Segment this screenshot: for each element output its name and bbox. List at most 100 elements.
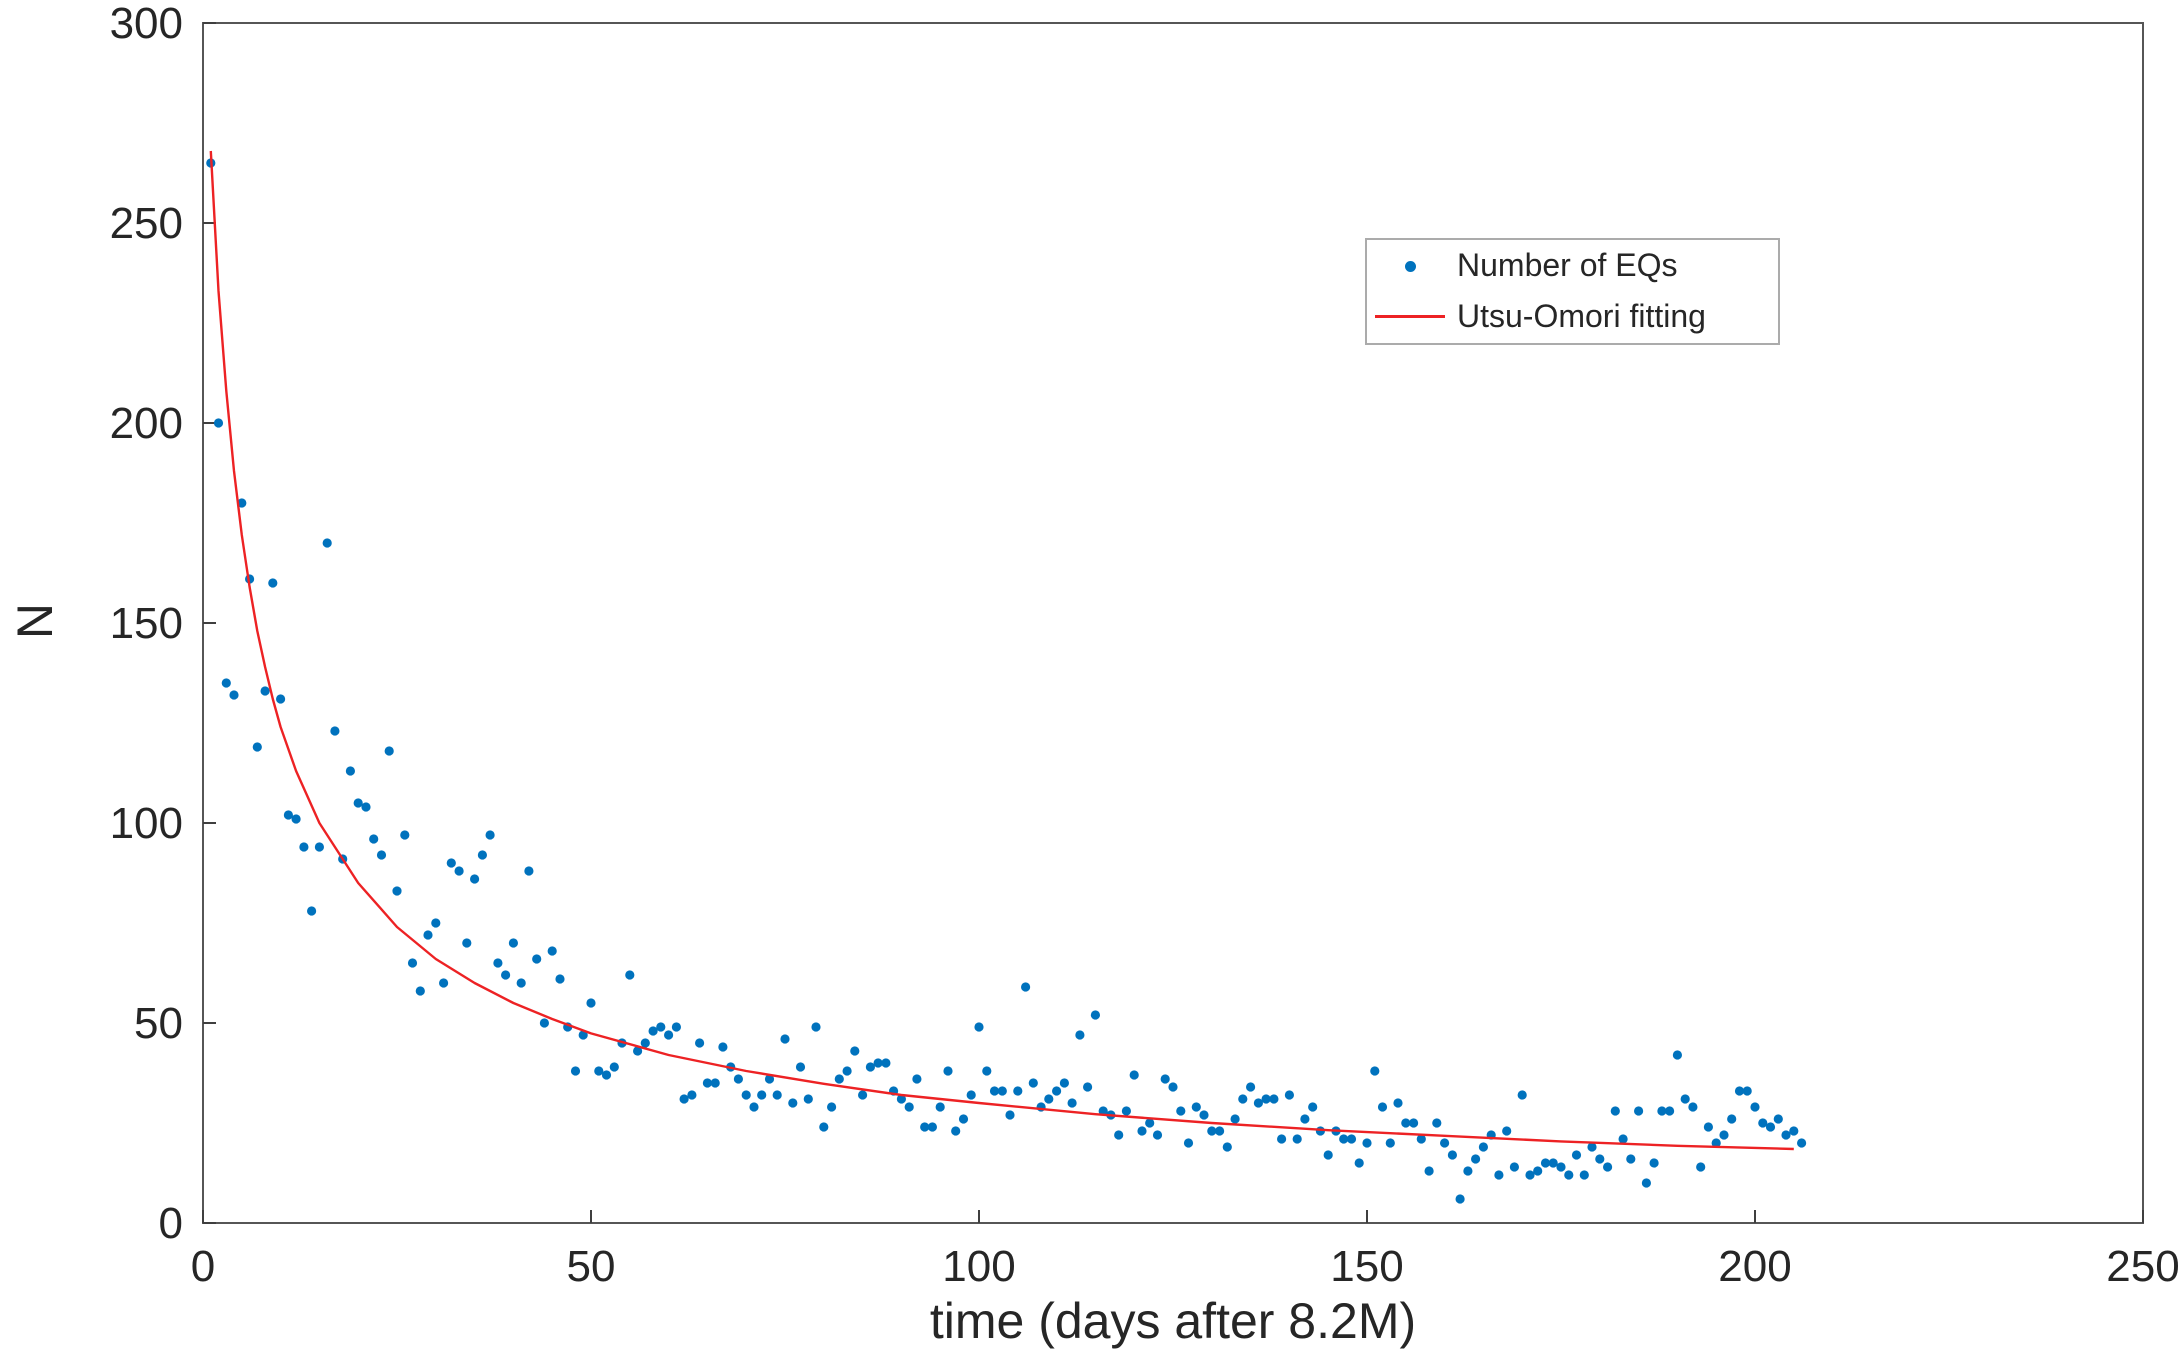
data-point [1222,1142,1232,1152]
data-point [601,1070,612,1080]
data-point [695,1038,705,1048]
data-point [1618,1134,1628,1144]
data-point [1626,1154,1636,1164]
data-point [1059,1078,1069,1088]
data-point [873,1058,883,1068]
data-point [966,1090,976,1100]
data-point [912,1074,922,1084]
data-point [1230,1114,1240,1124]
data-point [1261,1094,1271,1104]
y-tick-label: 300 [110,0,183,48]
data-point [1517,1090,1527,1100]
data-point [1765,1122,1776,1132]
y-tick-label: 0 [159,1199,183,1248]
data-point [1797,1138,1807,1148]
data-point [1308,1102,1318,1112]
data-point [1121,1106,1131,1116]
data-point [1044,1094,1054,1104]
data-point [415,986,425,996]
data-point [1455,1194,1465,1204]
data-point [462,938,472,948]
data-point [1610,1106,1620,1116]
data-point [493,958,503,968]
data-point [1075,1030,1085,1040]
y-tick-label: 150 [110,599,183,648]
data-point [1579,1170,1589,1180]
data-point [1672,1050,1682,1060]
data-point [664,1030,674,1040]
data-point [896,1094,907,1104]
data-point [1680,1094,1690,1104]
x-tick-label: 250 [2106,1242,2179,1291]
data-point [1494,1170,1504,1180]
data-point [757,1090,767,1100]
data-point [369,834,379,844]
data-point [1665,1106,1675,1116]
data-point [260,686,270,696]
data-point [1440,1138,1450,1148]
legend-item-eqs: Number of EQs [1367,240,1778,291]
data-point [1013,1086,1023,1096]
data-point [477,850,487,860]
data-point [431,918,441,928]
x-tick-label: 50 [567,1242,616,1291]
data-point [1323,1150,1333,1160]
data-point [1052,1086,1062,1096]
data-point [1502,1126,1512,1136]
data-point [1758,1118,1768,1128]
data-point [1603,1162,1613,1172]
legend-label-number-of-eqs: Number of EQs [1457,247,1678,283]
data-point [268,578,278,588]
data-point [1160,1074,1170,1084]
data-point [345,766,355,776]
data-point [578,1030,588,1040]
data-point [547,946,557,956]
data-point [1564,1170,1574,1180]
data-point [532,954,542,964]
data-point [1447,1150,1457,1160]
x-tick-label: 0 [191,1242,215,1291]
data-point [842,1066,852,1076]
data-point [943,1066,953,1076]
data-point [920,1122,930,1132]
data-point [1471,1154,1481,1164]
data-point [314,842,324,852]
data-point [982,1066,992,1076]
y-tick-label: 200 [110,399,183,448]
data-point [400,830,410,840]
data-point [1688,1102,1698,1112]
y-tick-label: 250 [110,199,183,248]
data-point [1393,1098,1403,1108]
data-point [501,970,511,980]
data-point [1385,1138,1395,1148]
data-point [1370,1066,1380,1076]
data-point [1719,1130,1729,1140]
data-point [795,1062,806,1072]
data-point [858,1090,868,1100]
data-point [524,866,534,876]
data-point [1199,1110,1209,1120]
data-point [1424,1166,1434,1176]
data-point [733,1074,744,1084]
data-point [997,1086,1007,1096]
data-point [1556,1162,1566,1172]
data-point [570,1066,581,1076]
data-point [811,1022,821,1032]
data-point [252,742,262,752]
legend-label-utsu-omori-fitting: Utsu-Omori fitting [1457,298,1706,334]
data-point [834,1074,844,1084]
data-point [958,1114,969,1124]
data-point [594,1066,604,1076]
data-point [516,978,526,988]
data-point [1781,1130,1791,1140]
data-point [710,1078,720,1088]
data-point [1533,1166,1543,1176]
data-point [1657,1106,1667,1116]
data-point [1191,1102,1201,1112]
data-point [1168,1082,1178,1092]
data-point [283,810,293,820]
data-point [640,1038,650,1048]
data-point [989,1086,1000,1096]
